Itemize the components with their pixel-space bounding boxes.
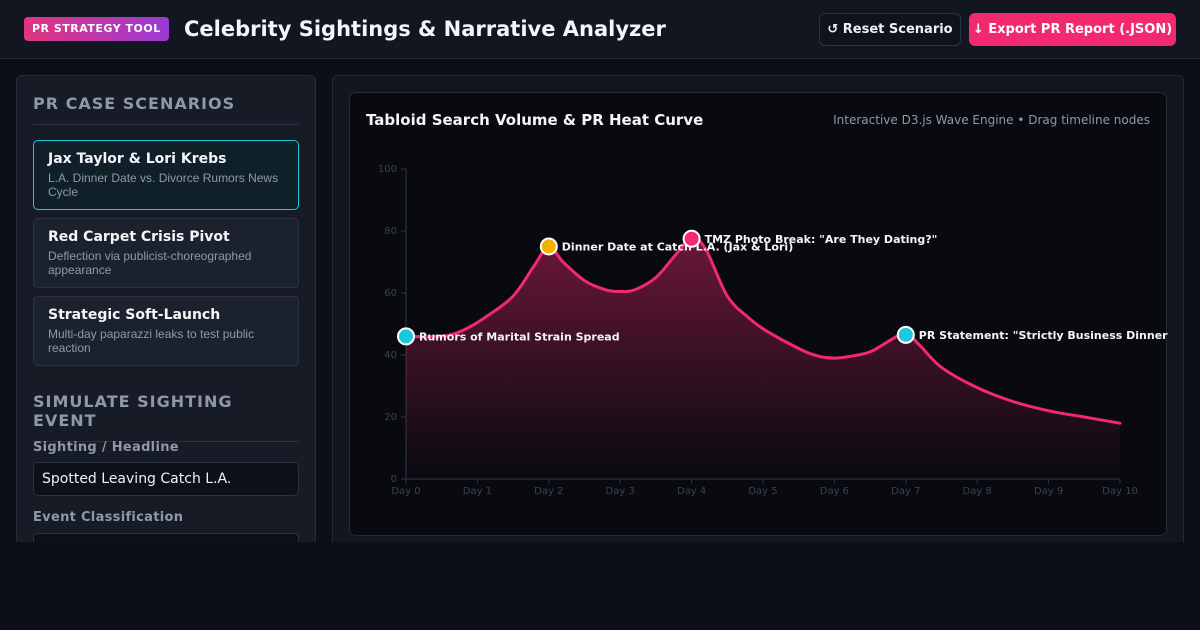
timeline-node[interactable] bbox=[682, 229, 701, 248]
scenario-card-jax-lori[interactable]: Jax Taylor & Lori Krebs L.A. Dinner Date… bbox=[33, 140, 299, 210]
x-tick-label: Day 10 bbox=[1102, 486, 1138, 497]
heat-curve-chart[interactable]: 0 20 40 60 80 100 Day 0 Day 1 Day 2 Day 3 Day 4 Day… bbox=[350, 93, 1168, 537]
headline-input[interactable] bbox=[33, 462, 299, 496]
chart-subtitle: Interactive D3.js Wave Engine • Drag tim… bbox=[833, 113, 1150, 127]
x-tick-label: Day 3 bbox=[606, 486, 635, 497]
event-annotation-label: Rumors of Marital Strain Spread bbox=[419, 330, 620, 343]
scenario-card-red-carpet[interactable]: Red Carpet Crisis Pivot Deflection via p… bbox=[33, 218, 299, 288]
chart-title: Tabloid Search Volume & PR Heat Curve bbox=[366, 111, 704, 129]
heat-area-fill bbox=[406, 237, 1120, 479]
event-annotation-label: PR Statement: "Strictly Business Dinner" bbox=[919, 329, 1168, 342]
classification-label: Event Classification bbox=[33, 510, 184, 525]
x-tick-label: Day 6 bbox=[820, 486, 849, 497]
scenario-description: Multi-day paparazzi leaks to test public… bbox=[48, 327, 255, 355]
x-tick-label: Day 1 bbox=[463, 486, 492, 497]
heat-curve-line bbox=[404, 235, 1122, 425]
reset-scenario-button[interactable]: ↺ Reset Scenario bbox=[819, 13, 961, 46]
scenario-description: Deflection via publicist-choreographed a… bbox=[48, 249, 252, 277]
y-tick-label: 20 bbox=[384, 412, 397, 423]
x-tick-label: Day 2 bbox=[534, 486, 563, 497]
event-annotation-label: Dinner Date at Catch L.A. (Jax & Lori) bbox=[562, 241, 793, 254]
x-tick-label: Day 5 bbox=[748, 486, 777, 497]
scenario-name: Jax Taylor & Lori Krebs bbox=[48, 151, 227, 167]
scenarios-section-title: PR CASE SCENARIOS bbox=[33, 94, 299, 125]
x-tick-label: Day 9 bbox=[1034, 486, 1063, 497]
y-tick-label: 40 bbox=[384, 350, 397, 361]
timeline-node[interactable] bbox=[539, 237, 558, 256]
x-tick-label: Day 7 bbox=[891, 486, 920, 497]
x-tick-label: Day 0 bbox=[391, 486, 420, 497]
scenario-name: Red Carpet Crisis Pivot bbox=[48, 229, 230, 245]
chart-card: Tabloid Search Volume & PR Heat Curve In… bbox=[349, 92, 1168, 537]
timeline-node[interactable] bbox=[896, 325, 915, 344]
y-tick-label: 100 bbox=[378, 164, 397, 175]
main-panel: Tabloid Search Volume & PR Heat Curve In… bbox=[332, 75, 1184, 542]
event-annotation-label: TMZ Photo Break: "Are They Dating?" bbox=[705, 233, 938, 246]
top-bar: PR STRATEGY TOOL Celebrity Sightings & N… bbox=[0, 0, 1200, 59]
x-tick-label: Day 8 bbox=[963, 486, 992, 497]
app-title: Celebrity Sightings & Narrative Analyzer bbox=[184, 17, 666, 41]
timeline-node[interactable] bbox=[397, 327, 415, 346]
tool-badge: PR STRATEGY TOOL bbox=[24, 17, 169, 41]
headline-label: Sighting / Headline bbox=[33, 440, 179, 455]
scenario-card-soft-launch[interactable]: Strategic Soft-Launch Multi-day paparazz… bbox=[33, 296, 299, 366]
sidebar: PR CASE SCENARIOS Jax Taylor & Lori Kreb… bbox=[16, 75, 316, 542]
scenario-name: Strategic Soft-Launch bbox=[48, 307, 221, 323]
classification-select[interactable] bbox=[33, 533, 299, 542]
y-tick-label: 0 bbox=[391, 474, 397, 485]
simulate-section-title: SIMULATE SIGHTING EVENT bbox=[33, 392, 299, 442]
export-report-button[interactable]: ↓ Export PR Report (.JSON) bbox=[969, 13, 1176, 46]
x-tick-label: Day 4 bbox=[677, 486, 706, 497]
scenario-description: L.A. Dinner Date vs. Divorce Rumors News… bbox=[48, 171, 279, 199]
y-tick-label: 60 bbox=[384, 288, 397, 299]
y-tick-label: 80 bbox=[384, 226, 397, 237]
